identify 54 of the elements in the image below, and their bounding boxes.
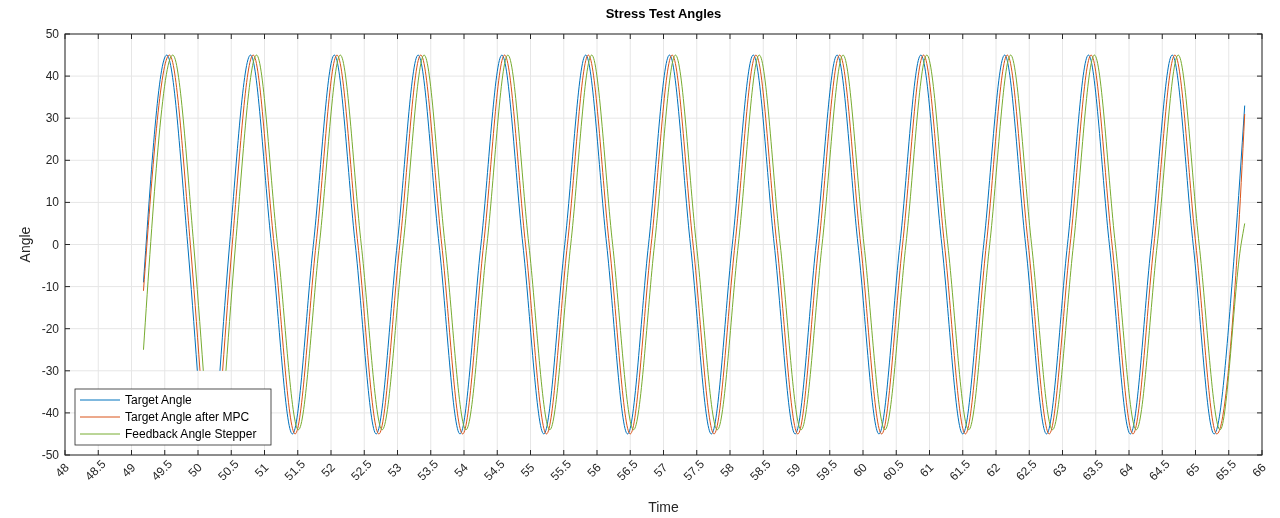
- x-tick-label: 50: [185, 460, 206, 480]
- x-tick-label: 61.5: [946, 456, 974, 484]
- x-tick-label: 53: [385, 460, 405, 480]
- y-tick-label: -20: [41, 321, 60, 336]
- x-tick-label: 64.5: [1146, 456, 1173, 484]
- x-tick-label: 59.5: [813, 456, 841, 484]
- x-axis-title: Time: [648, 499, 680, 515]
- y-tick-label: 0: [52, 237, 60, 252]
- chart-title: Stress Test Angles: [605, 6, 722, 21]
- x-tick-label: 60: [850, 460, 871, 480]
- x-tick-label: 49.5: [148, 456, 176, 484]
- y-tick-label: 40: [45, 69, 60, 84]
- x-tick-label: 56.5: [614, 456, 641, 484]
- x-tick-label: 55: [518, 460, 538, 480]
- y-axis-title: Angle: [17, 226, 33, 263]
- legend-label: Target Angle: [125, 393, 193, 407]
- y-tick-label: 20: [45, 153, 60, 168]
- x-tick-label: 48.5: [82, 456, 109, 484]
- x-tick-label: 65: [1183, 460, 1203, 480]
- x-tick-label: 54: [451, 460, 472, 480]
- x-tick-label: 62.5: [1013, 456, 1040, 484]
- x-tick-label: 56: [584, 460, 605, 480]
- legend-label: Feedback Angle Stepper: [125, 427, 257, 441]
- y-tick-label: -10: [41, 279, 60, 294]
- x-tick-label: 50.5: [215, 456, 242, 484]
- legend-label: Target Angle after MPC: [125, 410, 250, 424]
- y-tick-label: -30: [41, 363, 60, 378]
- x-tick-label: 58: [717, 460, 738, 480]
- x-tick-label: 55.5: [547, 456, 575, 484]
- x-tick-label: 65.5: [1212, 456, 1240, 484]
- x-tick-label: 66: [1249, 460, 1270, 480]
- x-tick-label: 54.5: [481, 456, 508, 484]
- x-tick-label: 57: [651, 460, 671, 480]
- x-tick-label: 62: [983, 460, 1004, 480]
- y-tick-label: -50: [41, 448, 60, 462]
- x-tick-label: 52: [318, 460, 339, 480]
- x-tick-label: 51.5: [281, 456, 309, 484]
- x-tick-label: 60.5: [880, 456, 907, 484]
- y-tick-label: 10: [45, 195, 60, 210]
- x-tick-label: 57.5: [680, 456, 708, 484]
- y-tick-label: -40: [41, 405, 60, 420]
- x-tick-label: 53.5: [414, 456, 442, 484]
- x-tick-label: 59: [784, 460, 804, 480]
- x-tick-label: 61: [917, 460, 937, 480]
- x-tick-label: 49: [119, 460, 139, 480]
- x-tick-label: 52.5: [348, 456, 375, 484]
- x-tick-label: 63: [1050, 460, 1070, 480]
- x-tick-label: 51: [252, 460, 272, 480]
- x-tick-label: 58.5: [747, 456, 774, 484]
- x-tick-label: 64: [1116, 460, 1137, 480]
- x-tick-label: 63.5: [1079, 456, 1107, 484]
- x-tick-label: 48: [52, 460, 73, 480]
- y-tick-label: 30: [45, 111, 60, 126]
- y-tick-label: 50: [45, 27, 60, 41]
